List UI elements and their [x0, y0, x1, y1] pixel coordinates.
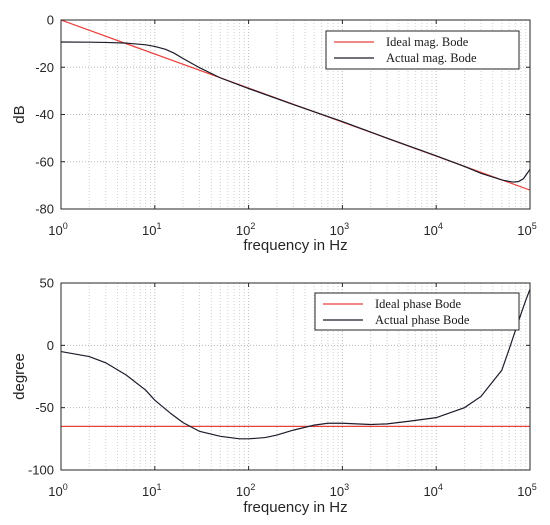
legend-entry: Actual mag. Bode	[386, 51, 477, 65]
y-axis-label: degree	[11, 353, 28, 400]
y-tick-label: 0	[47, 13, 54, 28]
y-tick-label: -20	[35, 60, 54, 75]
y-tick-label: -60	[35, 154, 54, 169]
x-tick-label: 104	[423, 482, 442, 499]
x-tick-label: 105	[517, 221, 536, 238]
x-axis-label: frequency in Hz	[243, 499, 347, 516]
y-tick-label: -40	[35, 107, 54, 122]
legend-box	[325, 30, 520, 70]
legend-entry: Ideal phase Bode	[375, 297, 462, 311]
x-tick-label: 102	[236, 221, 255, 238]
axes-box	[60, 282, 531, 471]
legend-box	[314, 292, 520, 331]
legend: Ideal phase Bode Actual phase Bode	[314, 292, 520, 331]
y-tick-label: -100	[28, 463, 54, 478]
x-tick-label: 102	[236, 482, 255, 499]
y-tick-label: -80	[35, 202, 54, 217]
y-axis-label: dB	[11, 105, 28, 123]
y-tick-label: 50	[40, 276, 54, 291]
x-tick-label: 105	[517, 482, 536, 499]
y-tick-label: -50	[35, 400, 54, 415]
y-tick-label: 0	[47, 338, 54, 353]
series-line-actual	[61, 289, 530, 440]
legend-entry: Actual phase Bode	[375, 313, 470, 327]
x-tick-label: 100	[48, 482, 67, 499]
x-tick-label: 103	[330, 221, 349, 238]
magnitude-panel: 100 101 102 103 104 105 0 -20 -40 -60 -80 frequency…	[11, 13, 537, 255]
x-tick-label: 104	[423, 221, 442, 238]
x-tick-label: 103	[330, 482, 349, 499]
x-axis-label: frequency in Hz	[243, 237, 347, 254]
legend-entry: Ideal mag. Bode	[386, 35, 469, 49]
x-tick-label: 101	[142, 482, 161, 499]
grid	[61, 283, 530, 470]
x-tick-label: 101	[142, 221, 161, 238]
x-tick-label: 100	[48, 221, 67, 238]
legend: Ideal mag. Bode Actual mag. Bode	[325, 30, 520, 70]
phase-panel: 100 101 102 103 104 105 50 0 -50 -100 frequency in…	[11, 276, 537, 517]
series-line-actual	[61, 41, 530, 183]
